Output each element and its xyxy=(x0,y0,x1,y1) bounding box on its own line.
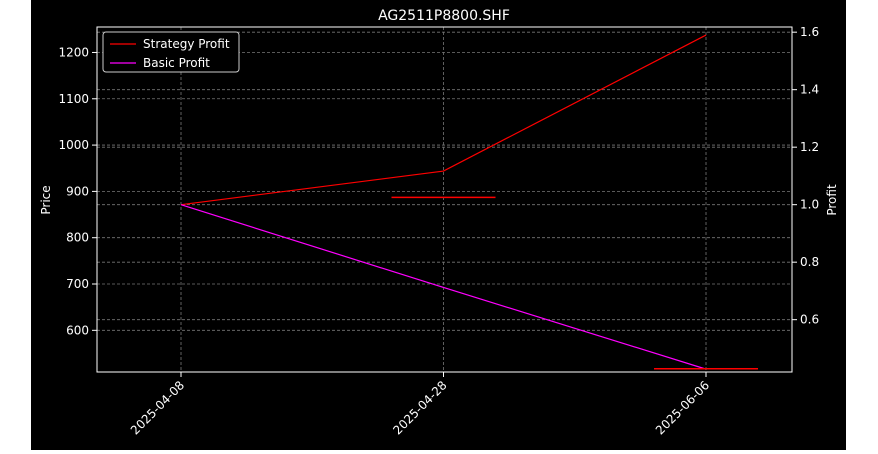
chart-title: AG2511P8800.SHF xyxy=(378,8,510,24)
y-right-tick-label-1-2: 1.2 xyxy=(800,140,819,154)
y-left-tick-label-1100: 1100 xyxy=(58,92,89,106)
legend-label-strategy-profit: Strategy Profit xyxy=(143,37,230,51)
x-tick-label-2025-04-08: 2025-04-08 xyxy=(128,378,187,437)
y-right-tick-label-0-8: 0.8 xyxy=(800,255,819,269)
y-left-tick-label-700: 700 xyxy=(66,277,89,291)
series-line-basic-profit xyxy=(180,204,707,370)
legend: Strategy Profit Basic Profit xyxy=(102,31,240,73)
series-line-strategy-profit xyxy=(180,34,707,206)
y-axis-left-label: Price xyxy=(39,185,53,214)
x-tick-label-2025-04-28: 2025-04-28 xyxy=(390,378,449,437)
axis-ticks: 2025-04-08 2025-04-28 2025-06-06 600 700 800 9… xyxy=(58,25,819,437)
y-left-tick-label-1000: 1000 xyxy=(58,138,89,152)
grid-lines xyxy=(97,27,792,372)
legend-box xyxy=(102,31,240,73)
y-left-tick-label-600: 600 xyxy=(66,323,89,337)
y-right-tick-label-1-6: 1.6 xyxy=(800,25,819,39)
x-tick-label-2025-06-06: 2025-06-06 xyxy=(653,378,712,437)
legend-label-basic-profit: Basic Profit xyxy=(143,56,210,70)
y-right-tick-label-0-6: 0.6 xyxy=(800,313,819,327)
y-left-tick-label-800: 800 xyxy=(66,231,89,245)
chart-svg: 2025-04-08 2025-04-28 2025-06-06 600 700 800 9… xyxy=(39,8,839,437)
y-left-tick-label-1200: 1200 xyxy=(58,45,89,59)
plot-area-frame xyxy=(96,26,793,373)
chart-figure: 2025-04-08 2025-04-28 2025-06-06 600 700 800 9… xyxy=(31,0,846,450)
series-lines xyxy=(180,34,707,370)
price-markers xyxy=(391,196,758,370)
y-left-tick-label-900: 900 xyxy=(66,184,89,198)
y-right-tick-label-1-4: 1.4 xyxy=(800,83,819,97)
y-axis-right-label: Profit xyxy=(825,184,839,216)
y-right-tick-label-1-0: 1.0 xyxy=(800,198,819,212)
